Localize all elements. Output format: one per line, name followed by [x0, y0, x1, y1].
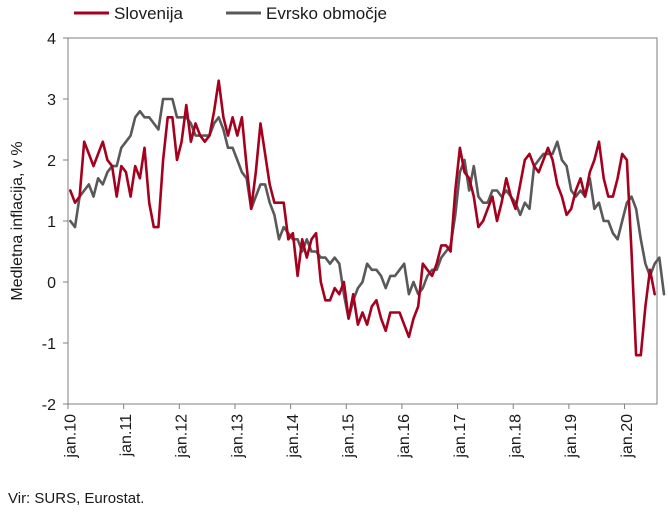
x-tick-label: jan.11 [118, 414, 135, 458]
series-line-slovenija [69, 79, 657, 357]
series-line-evrsko-obmocje [69, 97, 666, 320]
y-tick-label: 4 [47, 31, 56, 48]
x-tick-label: jan.19 [563, 414, 580, 459]
x-tick-label: jan.16 [396, 414, 413, 459]
y-tick-label: 1 [47, 214, 56, 231]
series-layer [69, 79, 666, 357]
y-tick-label: 0 [47, 275, 56, 292]
source-note: Vir: SURS, Eurostat. [8, 490, 145, 507]
chart-legend: Slovenija Evrsko območje [74, 4, 387, 23]
legend-label-slovenija: Slovenija [114, 4, 184, 23]
plot-axes: 4 3 2 1 0 -1 -2 jan.10 jan.11 jan.12 jan.13 jan.14 j… [42, 31, 658, 459]
x-tick-label: jan.13 [229, 414, 246, 459]
y-tick-label: -2 [42, 397, 56, 414]
legend-label-evrsko-obmocje: Evrsko območje [266, 4, 387, 23]
x-tick-label: jan.14 [285, 414, 302, 459]
x-tick-label: jan.18 [508, 414, 525, 459]
x-tick-label: jan.10 [62, 414, 79, 459]
y-tick-label: -1 [42, 336, 56, 353]
y-axis-label: Medletna inflacija, v % [9, 141, 26, 300]
x-tick-label: jan.12 [174, 414, 191, 459]
x-tick-label: jan.20 [619, 414, 636, 459]
x-tick-label: jan.15 [341, 414, 358, 459]
y-tick-label: 2 [47, 153, 56, 170]
y-tick-label: 3 [47, 92, 56, 109]
x-tick-label: jan.17 [452, 414, 469, 459]
plot-frame [67, 37, 658, 405]
